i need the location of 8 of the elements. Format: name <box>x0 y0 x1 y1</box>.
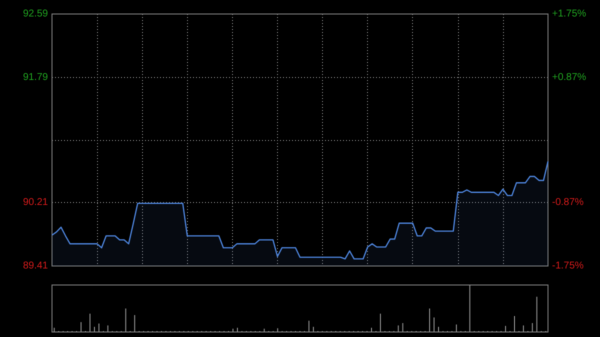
y2-tick-label: -0.87% <box>552 197 584 208</box>
y-tick-label: 90.21 <box>22 197 48 208</box>
y-tick-label: 89.41 <box>22 260 48 272</box>
y-tick-label: 91.79 <box>22 72 48 83</box>
y2-tick-label: -1.75% <box>552 260 584 272</box>
y-tick-label: 92.59 <box>22 8 48 20</box>
y2-tick-label: +1.75% <box>552 8 586 20</box>
y2-tick-label: +0.87% <box>552 72 586 83</box>
